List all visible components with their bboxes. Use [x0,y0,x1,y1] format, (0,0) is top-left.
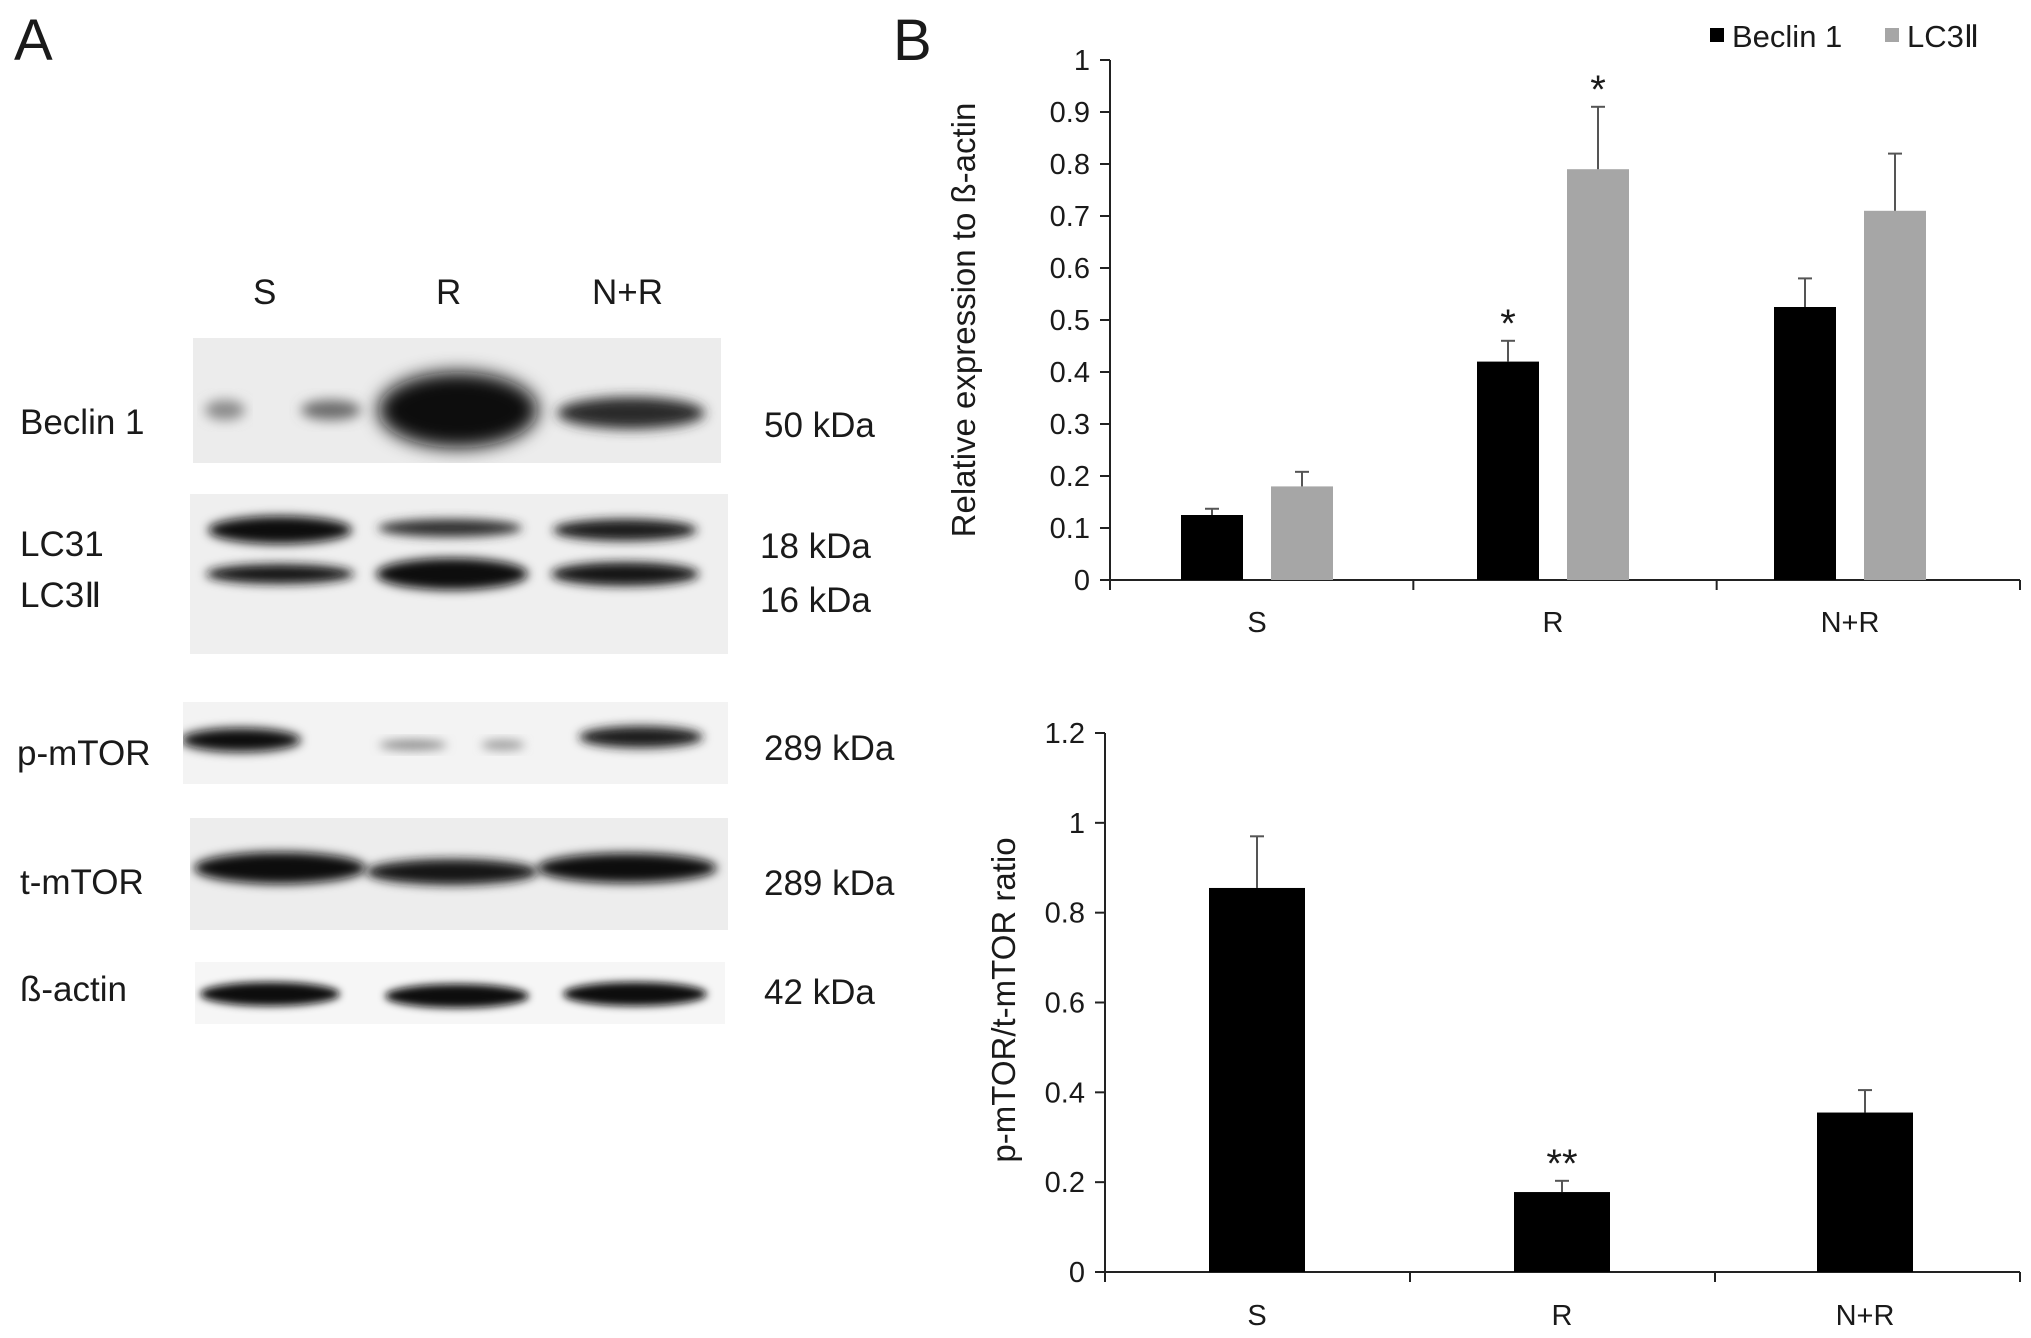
y-tick-label: 1.2 [1045,718,1085,750]
legend-swatch [1710,28,1724,42]
y-tick-label: 0.8 [1045,898,1085,930]
y-tick-label: 0.4 [1045,1077,1085,1109]
y-tick-label: 0.1 [1050,513,1090,545]
y-tick-label: 0.7 [1050,201,1090,233]
bar [1817,1112,1913,1272]
y-tick-label: 0.2 [1045,1167,1085,1199]
legend-label: Beclin 1 [1732,19,1842,54]
significance-marker: * [1590,68,1606,112]
y-tick-label: 0.6 [1045,988,1085,1020]
blot-strip-p-mtor [183,702,728,784]
western-blot-panel: S R N+R [0,0,950,1338]
x-tick-label: R [1543,607,1564,639]
x-tick-label: S [1247,1300,1266,1332]
row-label-beclin1: Beclin 1 [20,403,145,442]
blot-strip-beta-actin [195,962,725,1024]
x-tick-label: N+R [1836,1300,1895,1332]
significance-marker: ** [1546,1142,1577,1186]
bar [1774,307,1836,580]
panel-label-a: A [14,8,53,73]
row-label-beta-actin: ß-actin [20,970,127,1009]
y-tick-label: 0.5 [1050,305,1090,337]
x-tick-label: N+R [1821,607,1880,639]
y-tick-label: 0 [1074,565,1090,597]
lane-label-r: R [436,273,462,312]
y-tick-label: 1 [1074,45,1090,77]
panel-label-b: B [893,8,932,73]
y-tick-label: 0.4 [1050,357,1090,389]
y-tick-label: 0.3 [1050,409,1090,441]
blot-strip-lc3 [190,494,728,654]
row-label-t-mtor: t-mTOR [20,863,144,902]
x-tick-label: S [1247,607,1266,639]
bar [1181,515,1243,580]
row-label-lc3-2: LC3Ⅱ [20,576,102,615]
row-label-p-mtor: p-mTOR [17,734,151,773]
mw-p-mtor: 289 kDa [764,729,895,768]
y-axis-label: p-mTOR/t-mTOR ratio [985,837,1022,1162]
y-tick-label: 1 [1069,808,1085,840]
blot-strip-t-mtor [190,818,728,930]
legend-label: LC3Ⅱ [1907,19,1979,54]
row-label-lc3-1: LC31 [20,525,104,564]
lane-label-nr: N+R [592,273,663,312]
mw-lc3-2: 16 kDa [760,581,871,620]
mw-lc3-1: 18 kDa [760,527,871,566]
mw-t-mtor: 289 kDa [764,864,895,903]
mw-beta-actin: 42 kDa [764,973,875,1012]
bar [1864,210,1926,581]
mw-beclin1: 50 kDa [764,406,875,445]
bar [1209,887,1305,1272]
blot-strip-beclin1 [193,338,721,463]
bar [1271,486,1333,580]
bar [1477,361,1539,580]
legend-swatch [1885,28,1899,42]
lane-label-s: S [253,273,277,312]
y-tick-label: 0.9 [1050,97,1090,129]
bar [1567,169,1629,580]
y-tick-label: 0.2 [1050,461,1090,493]
y-tick-label: 0 [1069,1257,1085,1289]
y-tick-label: 0.8 [1050,149,1090,181]
bar [1514,1192,1610,1272]
y-tick-label: 0.6 [1050,253,1090,285]
significance-marker: * [1500,302,1516,346]
x-tick-label: R [1552,1300,1573,1332]
y-axis-label: Relative expression to ß-actin [945,103,982,538]
